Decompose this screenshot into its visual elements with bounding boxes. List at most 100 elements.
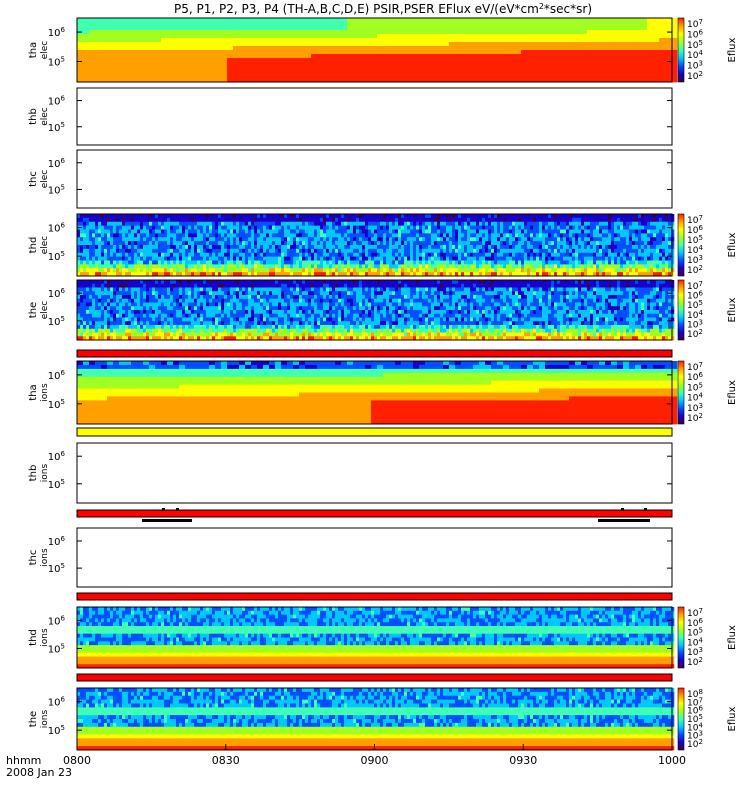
spectrogram-cell xyxy=(221,256,225,261)
spectrogram-cell xyxy=(419,248,423,254)
spectrogram-cell xyxy=(209,241,213,246)
spectrogram-cell xyxy=(191,50,198,55)
spectrogram-cell xyxy=(248,221,252,227)
spectrogram-cell xyxy=(224,217,228,223)
spectrogram-cell xyxy=(245,62,252,67)
spectrogram-cell xyxy=(455,46,462,51)
spectrogram-cell xyxy=(587,50,594,55)
spectrogram-cell xyxy=(437,256,441,261)
spectrogram-cell xyxy=(437,264,441,269)
spectrogram-cell xyxy=(641,252,645,258)
spectrogram-cell xyxy=(95,50,102,55)
panel-probe-label: thd xyxy=(28,237,39,254)
spectrogram-cell xyxy=(290,241,294,246)
spectrogram-cell xyxy=(647,78,654,83)
spectrogram-cell xyxy=(119,58,126,63)
spectrogram-cell xyxy=(185,22,192,27)
spectrogram-cell xyxy=(626,233,630,238)
spectrogram-cell xyxy=(359,62,366,67)
spectrogram-cell xyxy=(668,256,672,261)
spectrogram-cell xyxy=(575,66,582,71)
spectrogram-cell xyxy=(563,42,570,47)
spectrogram-cell xyxy=(113,38,120,43)
spectrogram-cell xyxy=(533,66,540,71)
spectrogram-cell xyxy=(95,18,102,23)
spectrogram-cell xyxy=(401,241,405,246)
spectrogram-cell xyxy=(329,34,336,39)
spectrogram-cell xyxy=(170,256,174,261)
spectrogram-cell xyxy=(287,280,291,285)
spectrogram-cell xyxy=(353,42,360,47)
spectrogram-cell xyxy=(374,272,378,277)
spectrogram-cell xyxy=(149,248,153,254)
spectrogram-cell xyxy=(470,237,474,242)
spectrogram-cell xyxy=(587,58,594,63)
spectrogram-cell xyxy=(122,248,126,254)
spectrogram-cell xyxy=(137,217,141,223)
spectrogram-cell xyxy=(161,214,165,219)
spectrogram-cell xyxy=(437,22,444,27)
spectrogram-cell xyxy=(467,18,474,23)
spectrogram-cell xyxy=(479,268,483,273)
spectrogram-cell xyxy=(113,58,120,63)
spectrogram-cell xyxy=(509,241,513,246)
spectrogram-cell xyxy=(407,229,411,234)
spectrogram-cell xyxy=(161,229,165,234)
spectrogram-cell xyxy=(299,268,303,273)
spectrogram-cell xyxy=(233,260,237,265)
spectrogram-cell xyxy=(446,280,450,285)
spectrogram-cell xyxy=(326,241,330,246)
spectrogram-cell xyxy=(287,30,294,35)
spectrogram-cell xyxy=(155,233,159,238)
spectrogram-cell xyxy=(605,50,612,55)
spectrogram-cell xyxy=(218,248,222,254)
spectrogram-cell xyxy=(350,214,354,219)
spectrogram-cell xyxy=(437,233,441,238)
spectrogram-cell xyxy=(452,225,456,230)
spectrogram-cell xyxy=(611,264,615,269)
spectrogram-cell xyxy=(227,280,231,285)
spectrogram-cell xyxy=(95,214,99,219)
spectrogram-cell xyxy=(608,217,612,223)
spectrogram-cell xyxy=(551,217,555,223)
spectrogram-cell xyxy=(185,225,189,230)
spectrogram-cell xyxy=(485,30,492,35)
spectrogram-cell xyxy=(128,252,132,258)
spectrogram-cell xyxy=(116,260,120,265)
spectrogram-cell xyxy=(347,78,354,83)
spectrogram-cell xyxy=(458,280,462,285)
spectrogram-cell xyxy=(185,62,192,67)
spectrogram-cell xyxy=(119,221,123,227)
spectrogram-cell xyxy=(428,248,432,254)
spectrogram-cell xyxy=(635,241,639,246)
spectrogram-cell xyxy=(161,260,165,265)
spectrogram-cell xyxy=(605,260,609,265)
spectrogram-cell xyxy=(599,34,606,39)
spectrogram-cell xyxy=(548,217,552,223)
spectrogram-cell xyxy=(164,268,168,273)
spectrogram-cell xyxy=(440,214,444,219)
spectrogram-cell xyxy=(269,22,276,27)
spectrogram-cell xyxy=(341,260,345,265)
spectrogram-cell xyxy=(275,46,282,51)
spectrogram-cell xyxy=(488,225,492,230)
spectrogram-cell xyxy=(425,217,429,223)
spectrogram-cell xyxy=(605,272,609,277)
spectrogram-cell xyxy=(557,214,561,219)
spectrogram-cell xyxy=(437,260,441,265)
spectrogram-cell xyxy=(425,74,432,79)
spectrogram-cell xyxy=(311,22,318,27)
spectrogram-cell xyxy=(620,241,624,246)
spectrogram-cell xyxy=(371,50,378,55)
spectrogram-cell xyxy=(200,272,204,277)
spectrogram-cell xyxy=(512,256,516,261)
spectrogram-cell xyxy=(173,233,177,238)
spectrogram-cell xyxy=(83,221,87,227)
spectrogram-cell xyxy=(239,66,246,71)
spectrogram-cell xyxy=(89,30,96,35)
spectrogram-cell xyxy=(200,237,204,242)
spectrogram-cell xyxy=(296,217,300,223)
spectrogram-cell xyxy=(83,229,87,234)
spectrogram-cell xyxy=(659,256,663,261)
